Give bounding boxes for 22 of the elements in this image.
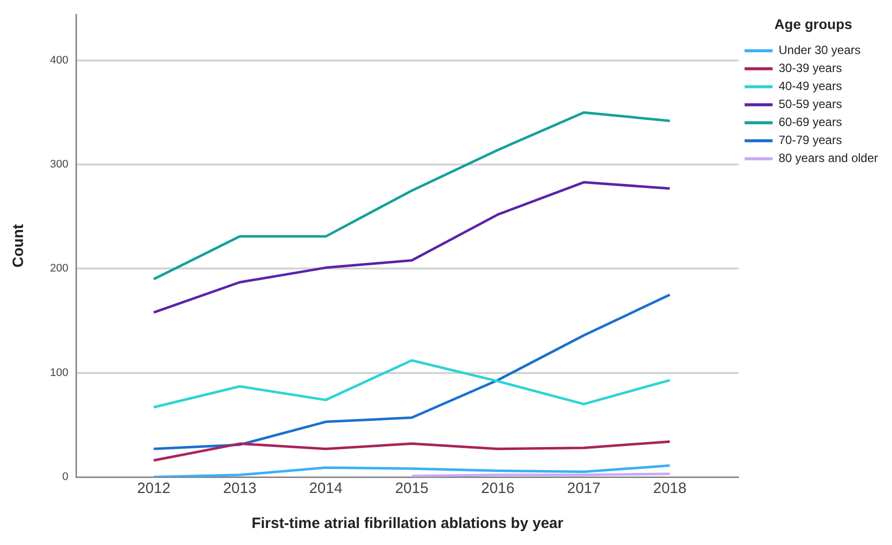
x-tick-label: 2013 (223, 480, 256, 498)
legend-label: 50-59 years (778, 97, 842, 112)
legend-label: 40-49 years (778, 79, 842, 94)
y-tick-label: 0 (62, 471, 68, 484)
x-tick-label: 2018 (653, 480, 686, 498)
x-tick-label: 2016 (481, 480, 514, 498)
y-tick-label: 200 (50, 262, 68, 275)
x-tick-label: 2017 (567, 480, 600, 498)
y-tick-label: 100 (50, 366, 68, 379)
legend-label: 60-69 years (778, 115, 842, 130)
legend-title: Age groups (774, 16, 852, 32)
legend-label: 80 years and older (778, 151, 878, 166)
legend-label: Under 30 years (778, 43, 861, 58)
x-tick-label: 2014 (309, 480, 342, 498)
legend-label: 70-79 years (778, 133, 842, 148)
y-tick-label: 300 (50, 158, 68, 171)
y-tick-label: 400 (50, 54, 68, 66)
y-axis-title: Count (10, 224, 28, 268)
x-tick-label: 2012 (137, 480, 170, 498)
x-tick-label: 2015 (395, 480, 428, 498)
legend-label: 30-39 years (778, 61, 842, 76)
x-axis-title: First-time atrial fibrillation ablations by year (252, 515, 564, 532)
